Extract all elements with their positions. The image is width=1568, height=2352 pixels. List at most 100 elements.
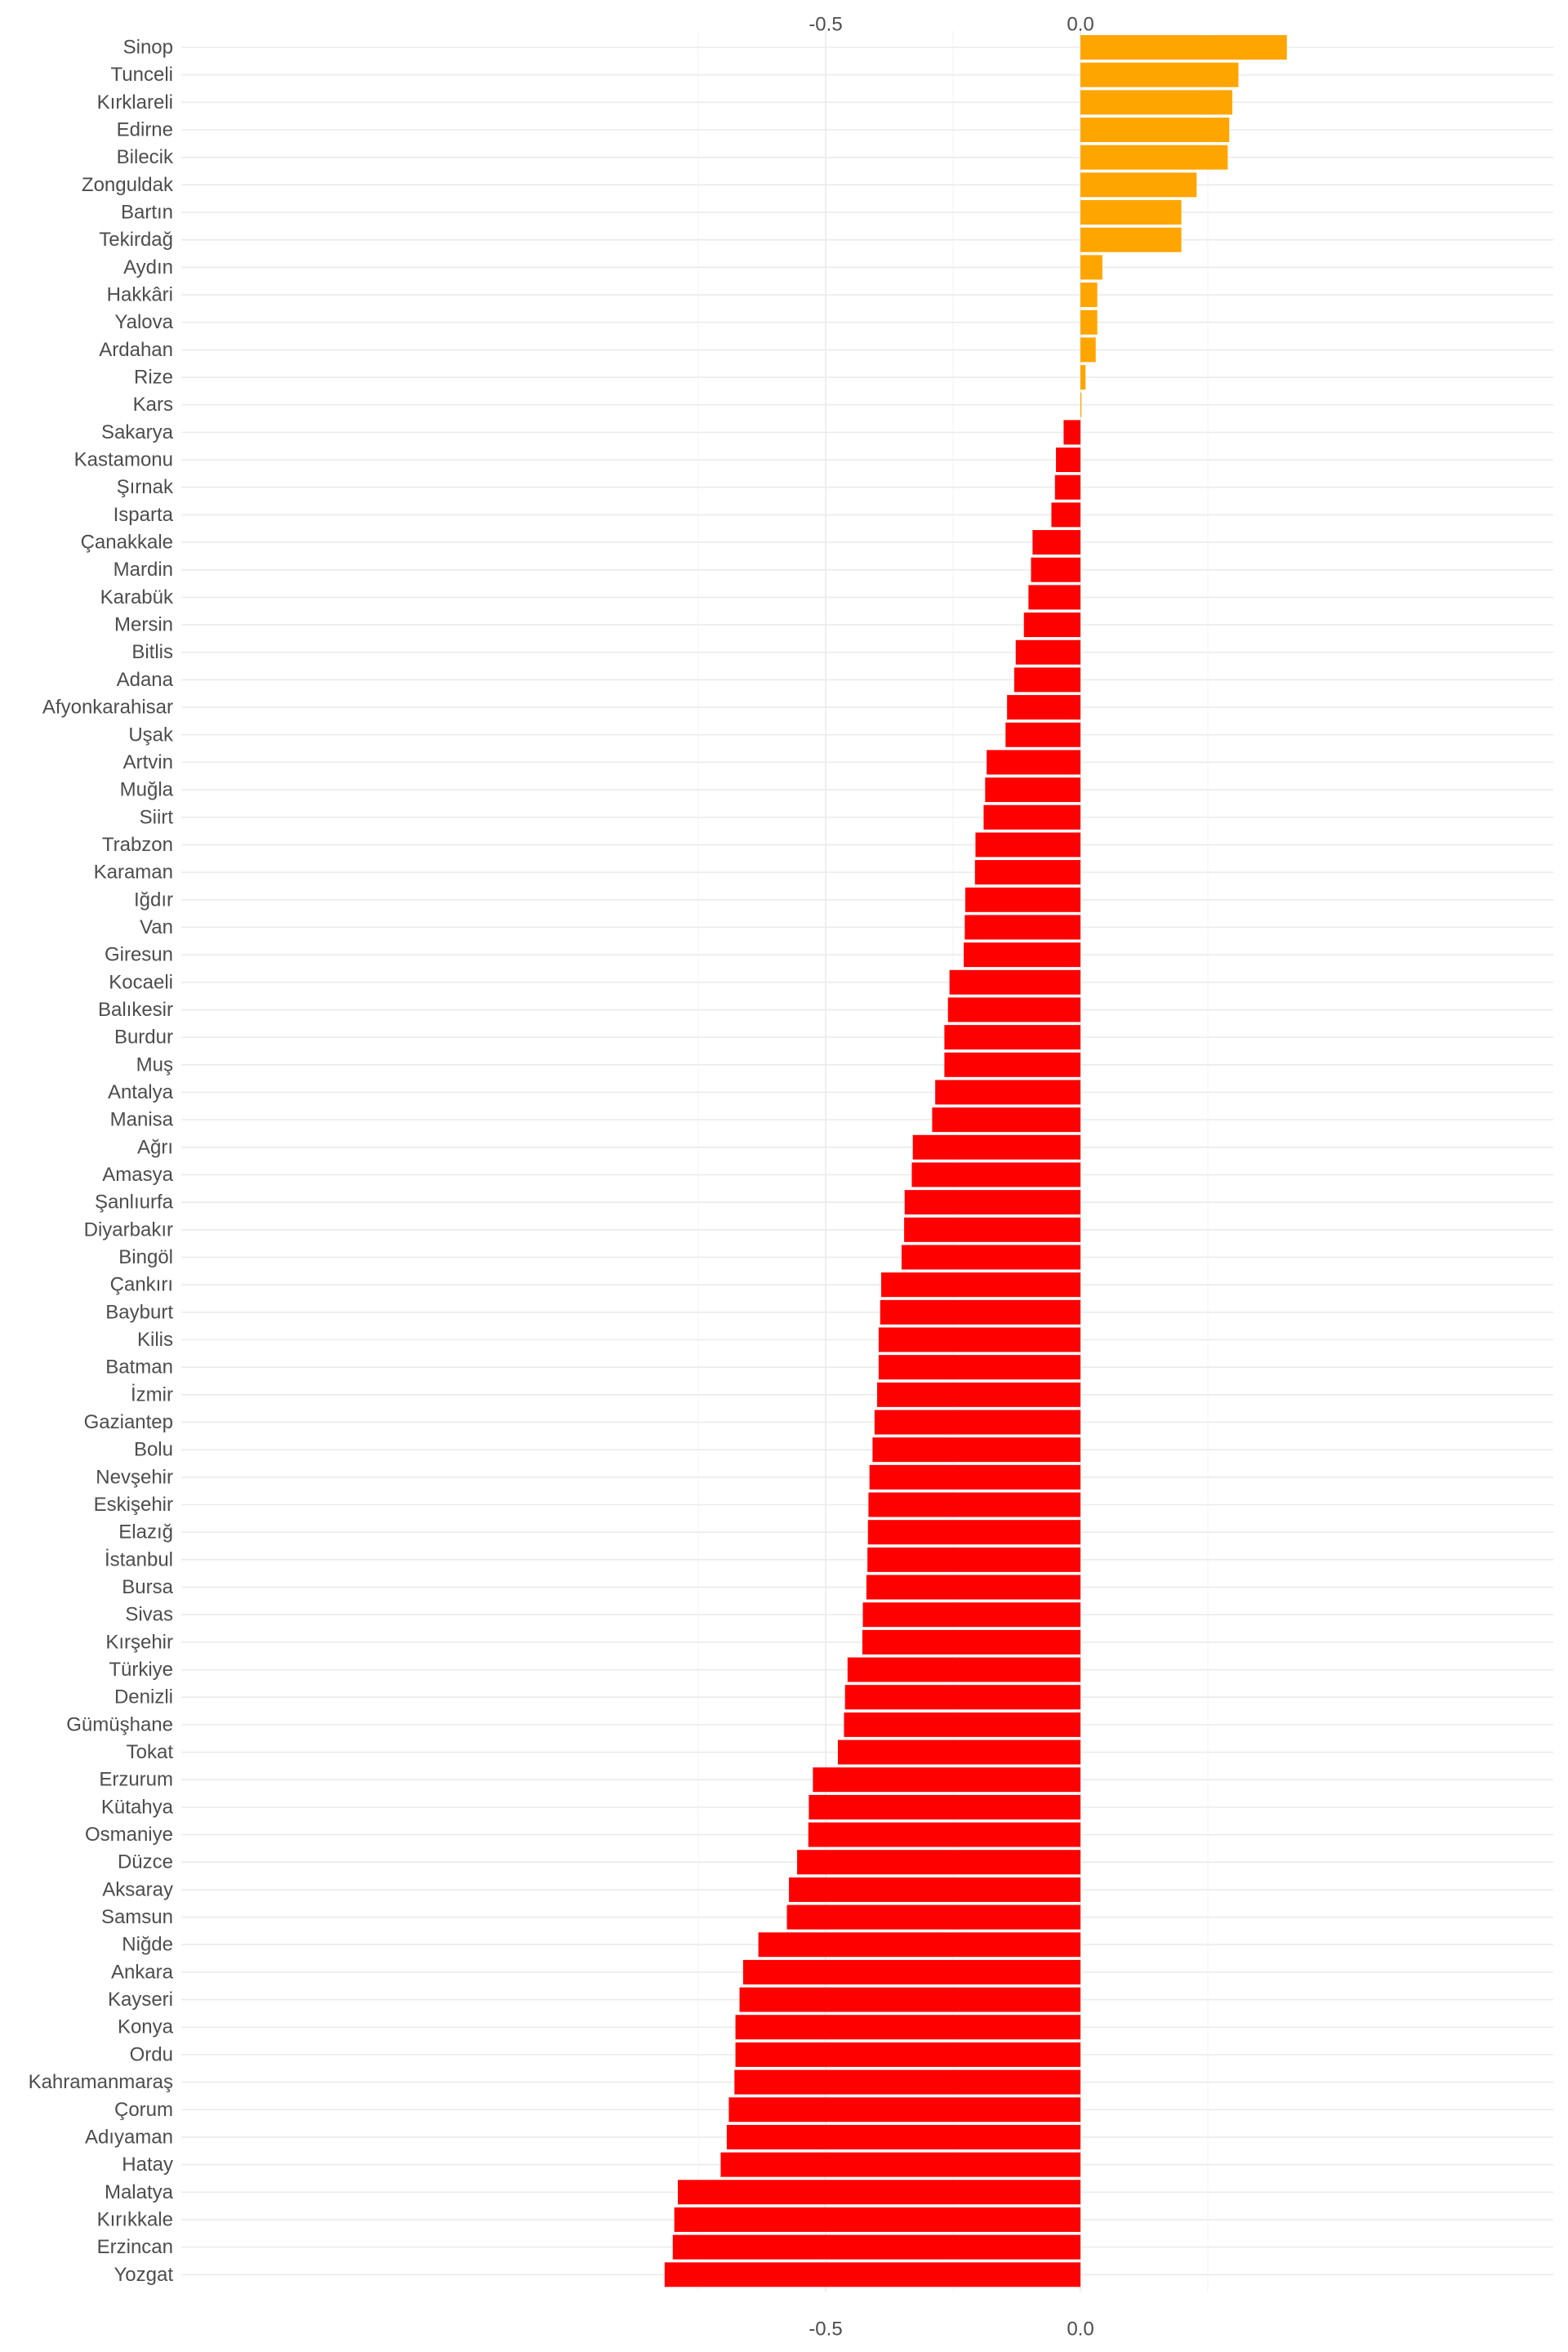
bar bbox=[987, 750, 1080, 775]
category-label: Şanlıurfa bbox=[95, 1192, 174, 1214]
category-label: Kırıkkale bbox=[97, 2208, 173, 2230]
bar bbox=[786, 1904, 1080, 1930]
category-label: Kırşehir bbox=[105, 1631, 173, 1653]
bar bbox=[847, 1657, 1080, 1682]
bar bbox=[808, 1794, 1080, 1820]
bar bbox=[1080, 200, 1182, 225]
category-label: Gaziantep bbox=[84, 1411, 173, 1433]
bar bbox=[672, 2234, 1080, 2260]
category-label: Bilecik bbox=[117, 146, 174, 168]
bar bbox=[878, 1327, 1080, 1352]
category-label: İstanbul bbox=[105, 1548, 173, 1570]
bar bbox=[1080, 90, 1232, 115]
bar bbox=[797, 1850, 1080, 1875]
bar bbox=[1015, 639, 1080, 665]
bar bbox=[1063, 420, 1080, 445]
category-label: Denizli bbox=[114, 1686, 173, 1708]
bar bbox=[866, 1575, 1080, 1600]
bar bbox=[1080, 365, 1086, 390]
bar bbox=[904, 1217, 1080, 1242]
bar bbox=[1080, 35, 1287, 60]
category-label: Aydın bbox=[123, 256, 173, 278]
bar bbox=[880, 1299, 1080, 1325]
category-label: Erzincan bbox=[97, 2236, 173, 2258]
category-label: Eskişehir bbox=[94, 1494, 173, 1516]
bar bbox=[678, 2180, 1080, 2205]
bar bbox=[974, 860, 1080, 885]
bar bbox=[735, 2015, 1080, 2040]
category-label: Artvin bbox=[123, 751, 173, 773]
category-label: Amasya bbox=[102, 1164, 173, 1186]
category-label: Gümüşhane bbox=[66, 1713, 173, 1735]
category-label: Ankara bbox=[111, 1961, 174, 1983]
bar bbox=[944, 1052, 1080, 1077]
bar bbox=[985, 777, 1080, 803]
bar bbox=[1080, 337, 1096, 363]
bar bbox=[983, 804, 1080, 830]
bar bbox=[758, 1932, 1080, 1958]
bar bbox=[720, 2152, 1080, 2177]
category-label: Kilis bbox=[137, 1329, 173, 1351]
bar bbox=[975, 832, 1080, 858]
category-label: Hatay bbox=[122, 2154, 173, 2176]
bar bbox=[862, 1629, 1080, 1655]
bar bbox=[1080, 172, 1197, 198]
x-tick-label-bottom: -0.5 bbox=[808, 2319, 842, 2341]
bar bbox=[728, 2097, 1080, 2123]
category-label: Elazığ bbox=[118, 1521, 173, 1544]
bar bbox=[1080, 118, 1230, 143]
category-label: Tekirdağ bbox=[99, 229, 173, 251]
bar bbox=[1005, 722, 1080, 747]
bar bbox=[1031, 557, 1080, 582]
category-label: Bitlis bbox=[131, 641, 173, 663]
category-label: Malatya bbox=[105, 2181, 174, 2203]
category-labels: Sinop Tunceli Kırklareli Edirne Bilecik Zongu… bbox=[29, 37, 174, 2286]
bar bbox=[789, 1877, 1080, 1902]
bar bbox=[1028, 585, 1080, 610]
category-label: Bayburt bbox=[105, 1301, 173, 1323]
bar bbox=[837, 1740, 1080, 1765]
bar bbox=[1013, 667, 1080, 693]
category-label: Sakarya bbox=[101, 421, 174, 443]
bar bbox=[1051, 502, 1080, 528]
category-label: Giresun bbox=[105, 944, 173, 966]
bar bbox=[904, 1190, 1080, 1215]
category-label: Yozgat bbox=[114, 2264, 173, 2286]
category-label: Türkiye bbox=[109, 1659, 173, 1681]
category-label: Kütahya bbox=[101, 1796, 174, 1818]
category-label: Ardahan bbox=[99, 339, 173, 361]
bar bbox=[944, 1025, 1080, 1050]
bar bbox=[964, 942, 1080, 968]
category-label: Muş bbox=[136, 1054, 173, 1076]
bar bbox=[935, 1080, 1080, 1105]
category-label: Isparta bbox=[114, 504, 174, 526]
category-label: Bingöl bbox=[118, 1246, 173, 1268]
category-label: Tunceli bbox=[111, 64, 173, 86]
category-label: Zonguldak bbox=[82, 174, 174, 196]
bar bbox=[912, 1134, 1080, 1160]
category-label: Aksaray bbox=[102, 1878, 173, 1900]
bar bbox=[674, 2207, 1080, 2232]
category-label: Sivas bbox=[125, 1604, 173, 1626]
bar bbox=[808, 1822, 1080, 1847]
bar bbox=[1080, 145, 1228, 170]
category-label: Rize bbox=[134, 367, 173, 389]
category-label: Tokat bbox=[127, 1741, 174, 1763]
bar bbox=[1054, 474, 1080, 500]
category-label: Karaman bbox=[94, 862, 173, 884]
bar bbox=[872, 1437, 1080, 1463]
category-label: Kahramanmaraş bbox=[29, 2071, 173, 2093]
bar bbox=[867, 1520, 1080, 1545]
category-label: Antalya bbox=[108, 1081, 174, 1103]
category-label: Ordu bbox=[130, 2043, 173, 2065]
bar bbox=[734, 2069, 1080, 2095]
x-tick-label-bottom: 0.0 bbox=[1067, 2319, 1094, 2341]
x-tick-label-top: -0.5 bbox=[808, 14, 842, 36]
category-label: Mersin bbox=[114, 614, 173, 636]
category-label: Van bbox=[140, 916, 173, 938]
category-label: İzmir bbox=[131, 1383, 173, 1405]
bar bbox=[964, 915, 1080, 940]
category-label: Niğde bbox=[122, 1934, 173, 1956]
bar bbox=[862, 1602, 1080, 1628]
bar bbox=[813, 1767, 1080, 1793]
